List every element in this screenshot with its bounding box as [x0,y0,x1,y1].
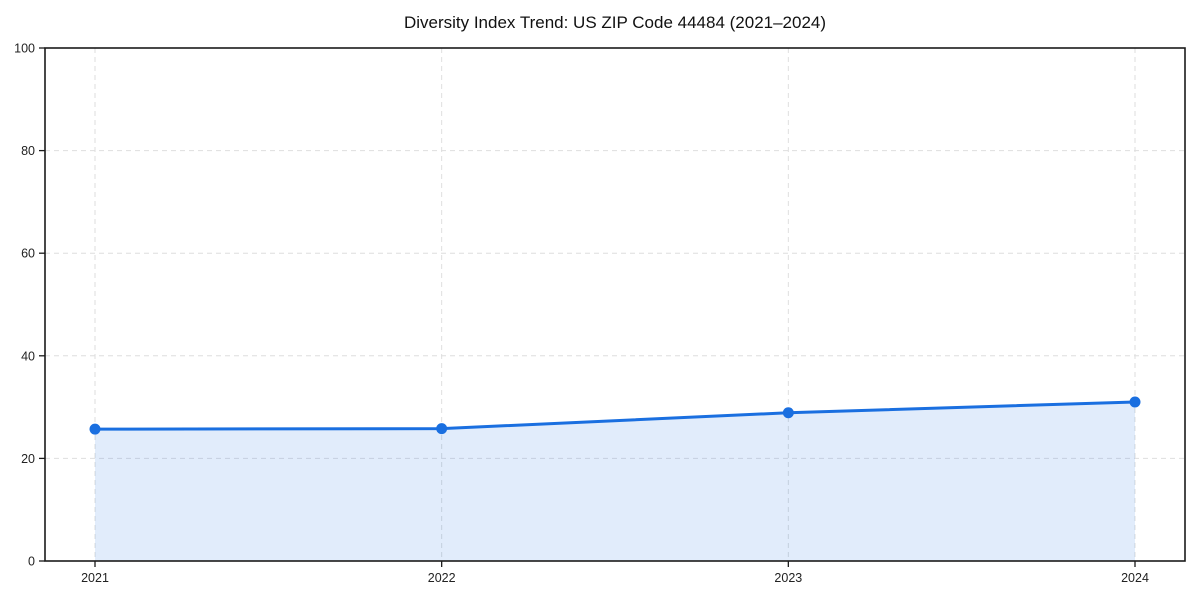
y-tick-label-80: 80 [21,144,35,158]
y-tick-label-60: 60 [21,247,35,261]
data-point-2022 [436,423,448,435]
area-layer [95,401,1135,561]
chart-title: Diversity Index Trend: US ZIP Code 44484… [404,13,826,32]
data-point-2023 [782,407,794,419]
data-point-2024 [1129,396,1141,408]
x-tick-label-2021: 2021 [81,571,109,585]
y-tick-label-0: 0 [28,555,35,569]
x-tick-label-2024: 2024 [1121,571,1149,585]
data-point-layer [89,396,1141,435]
plot-border [44,47,1186,562]
grid-layer [45,48,1185,561]
tick-label-layer: 2021 2022 2023 2024 0 20 40 60 80 100 [14,42,1149,586]
y-tick-label-100: 100 [14,42,35,56]
y-tick-label-20: 20 [21,452,35,466]
x-tick-label-2023: 2023 [774,571,802,585]
trend-line-layer [93,400,1137,431]
y-tick-label-40: 40 [21,349,35,363]
axis-layer [39,47,1186,567]
area-fill [95,401,1135,561]
data-point-2021 [89,423,101,435]
trend-line [93,400,1137,431]
x-tick-label-2022: 2022 [428,571,456,585]
